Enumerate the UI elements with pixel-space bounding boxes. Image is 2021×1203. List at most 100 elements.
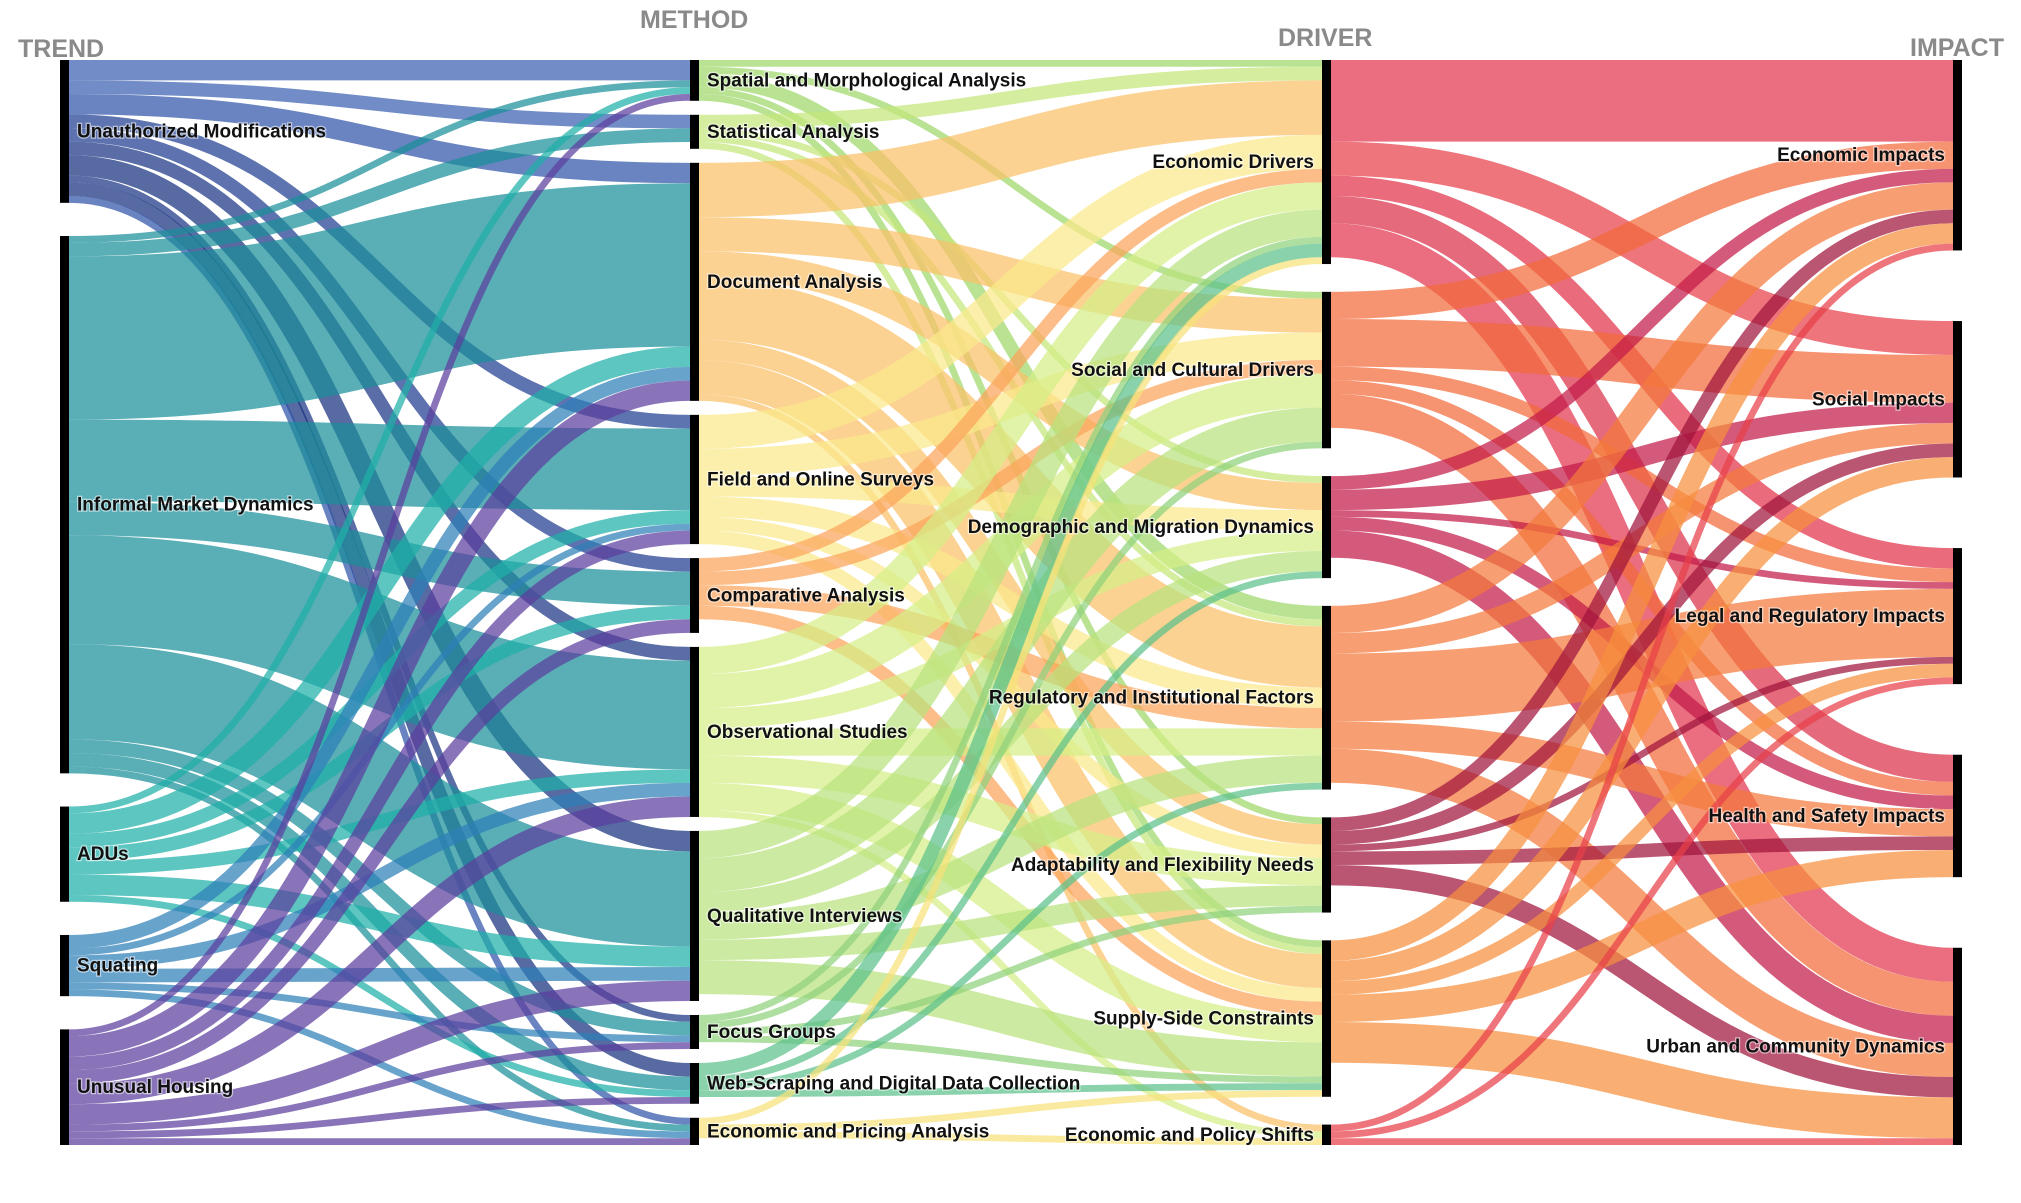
flow-d_reg-to-i_leg (1330, 588, 1954, 722)
node-bar-t_adu (60, 806, 69, 902)
node-label-i_hea: Health and Safety Impacts (1708, 806, 1945, 827)
flow-d_ada-to-i_hea (1330, 836, 1954, 865)
flow-d_reg-to-i_eco (1330, 182, 1954, 634)
flow-t_squ-to-m_obs (68, 782, 691, 969)
node-bar-m_sta (690, 114, 699, 149)
flow-d_reg-to-i_soc (1330, 423, 1954, 654)
node-label-d_soc: Social and Cultural Drivers (1071, 360, 1314, 381)
flow-m_fie-to-d_eco (698, 134, 1323, 449)
column-heading-impact: IMPACT (1910, 34, 2004, 62)
flow-m_eco-to-d_eco (698, 257, 1323, 1125)
flow-t_imd-to-m_spa (68, 80, 691, 243)
node-bar-m_web (690, 1062, 699, 1104)
node-bar-m_fie (690, 414, 699, 545)
node-label-m_doc: Document Analysis (707, 272, 883, 293)
flow-m_web-to-d_sup (698, 1083, 1323, 1097)
flow-m_web-to-d_dem (698, 571, 1323, 1084)
flow-t_imd-to-m_com (68, 501, 691, 606)
node-label-i_eco: Economic Impacts (1777, 145, 1945, 166)
flow-m_web-to-d_eco (698, 243, 1323, 1077)
flow-m_fie-to-d_reg (698, 496, 1323, 708)
flow-t_unu-to-m_spa (68, 94, 691, 1037)
flow-t_unu-to-m_obs (68, 796, 691, 1105)
node-label-t_mod: Unauthorized Modifications (77, 121, 326, 142)
node-label-d_sup: Supply-Side Constraints (1093, 1009, 1314, 1030)
column-heading-driver: DRIVER (1278, 24, 1372, 52)
flow-m_fie-to-d_dem (698, 476, 1323, 531)
flow-d_sup-to-i_hea (1330, 849, 1954, 1022)
flow-t_unu-to-m_foc (68, 1042, 691, 1132)
node-bar-t_squ (60, 934, 69, 997)
flow-t_adu-to-m_spa (68, 87, 691, 814)
node-bar-t_imd (60, 236, 69, 774)
flow-t_unu-to-m_qua (68, 980, 691, 1125)
node-bar-d_dem (1322, 476, 1331, 579)
node-label-m_qua: Qualitative Interviews (707, 906, 902, 927)
column-headings: TREND METHOD DRIVER IMPACT (18, 6, 2004, 63)
flow-d_sup-to-i_eco (1330, 223, 1954, 961)
flow-d_ada-to-i_eco (1330, 209, 1954, 831)
node-bar-t_unu (60, 1029, 69, 1145)
flow-d_dem-to-i_soc (1330, 402, 1954, 511)
flow-d_sup-to-i_soc (1330, 457, 1954, 982)
node-bar-i_soc (1953, 321, 1962, 478)
node-label-t_adu: ADUs (77, 844, 129, 865)
flow-m_doc-to-d_eco (698, 80, 1323, 218)
node-label-t_imd: Informal Market Dynamics (77, 495, 314, 516)
flow-m_eco-to-d_pol (698, 1131, 1323, 1146)
node-bar-i_hea (1953, 754, 1962, 878)
node-label-m_com: Comparative Analysis (707, 586, 905, 607)
node-bar-i_eco (1953, 60, 1962, 251)
flow-d_soc-to-i_leg (1330, 366, 1954, 583)
node-label-m_fie: Field and Online Surveys (707, 469, 934, 490)
flow-t_adu-to-m_qua (68, 874, 691, 967)
flow-t_squ-to-m_qua (68, 966, 691, 983)
flow-m_qua-to-d_sup (698, 960, 1323, 1077)
flow-d_dem-to-i_eco (1330, 168, 1954, 490)
node-label-m_obs: Observational Studies (707, 722, 908, 743)
flow-t_squ-to-m_doc (68, 366, 691, 949)
node-label-d_dem: Demographic and Migration Dynamics (968, 517, 1314, 538)
node-bar-m_doc (690, 162, 699, 401)
node-label-d_eco: Economic Drivers (1152, 152, 1314, 173)
flow-d_pol-to-i_leg (1330, 677, 1954, 1139)
flow-t_adu-to-m_obs (68, 769, 691, 875)
flow-t_adu-to-m_doc (68, 346, 691, 834)
node-bar-m_eco (690, 1117, 699, 1145)
node-label-m_web: Web-Scraping and Digital Data Collection (707, 1073, 1080, 1094)
node-bar-m_foc (690, 1014, 699, 1049)
flow-m_com-to-d_soc (698, 359, 1323, 586)
flow-m_obs-to-d_eco (698, 182, 1323, 675)
sankey-links (68, 59, 1954, 1146)
flow-d_soc-to-i_soc (1330, 319, 1954, 403)
node-label-d_pol: Economic and Policy Shifts (1065, 1125, 1314, 1146)
node-bar-d_eco (1322, 60, 1331, 265)
flow-m_com-to-d_eco (698, 168, 1323, 572)
flow-m_foc-to-d_eco (698, 236, 1323, 1022)
node-label-i_soc: Social Impacts (1812, 389, 1945, 410)
flow-t_unu-to-m_com (68, 619, 691, 1084)
flow-t_mod-to-m_sta (68, 80, 691, 129)
node-label-m_eco: Economic and Pricing Analysis (707, 1121, 989, 1142)
flow-m_foc-to-d_soc (698, 441, 1323, 1029)
node-label-m_foc: Focus Groups (707, 1022, 836, 1043)
flow-t_imd-to-m_fie (68, 419, 691, 511)
flow-m_qua-to-d_eco (698, 209, 1323, 859)
flow-t_adu-to-m_fie (68, 510, 691, 848)
flow-d_ada-to-i_urb (1330, 864, 1954, 1098)
flow-d_eco-to-i_hea (1330, 196, 1954, 782)
flow-d_sup-to-i_leg (1330, 663, 1954, 995)
node-bar-m_obs (690, 646, 699, 817)
node-bar-d_ada (1322, 817, 1331, 913)
flow-d_pol-to-i_eco (1330, 243, 1954, 1132)
flow-m_doc-to-d_reg (698, 278, 1323, 688)
node-label-i_urb: Urban and Community Dynamics (1646, 1036, 1945, 1057)
node-bar-d_pol (1322, 1124, 1331, 1145)
node-bar-t_mod (60, 60, 69, 203)
flow-t_imd-to-m_foc (68, 739, 691, 1036)
sankey-labels: Unauthorized Modifications Informal Marke… (76, 69, 1947, 1147)
flow-d_reg-to-i_hea (1330, 721, 1954, 837)
node-bar-i_leg (1953, 548, 1962, 685)
flow-m_eco-to-d_sup (698, 1089, 1323, 1132)
flow-t_unu-to-m_web (68, 1096, 691, 1139)
